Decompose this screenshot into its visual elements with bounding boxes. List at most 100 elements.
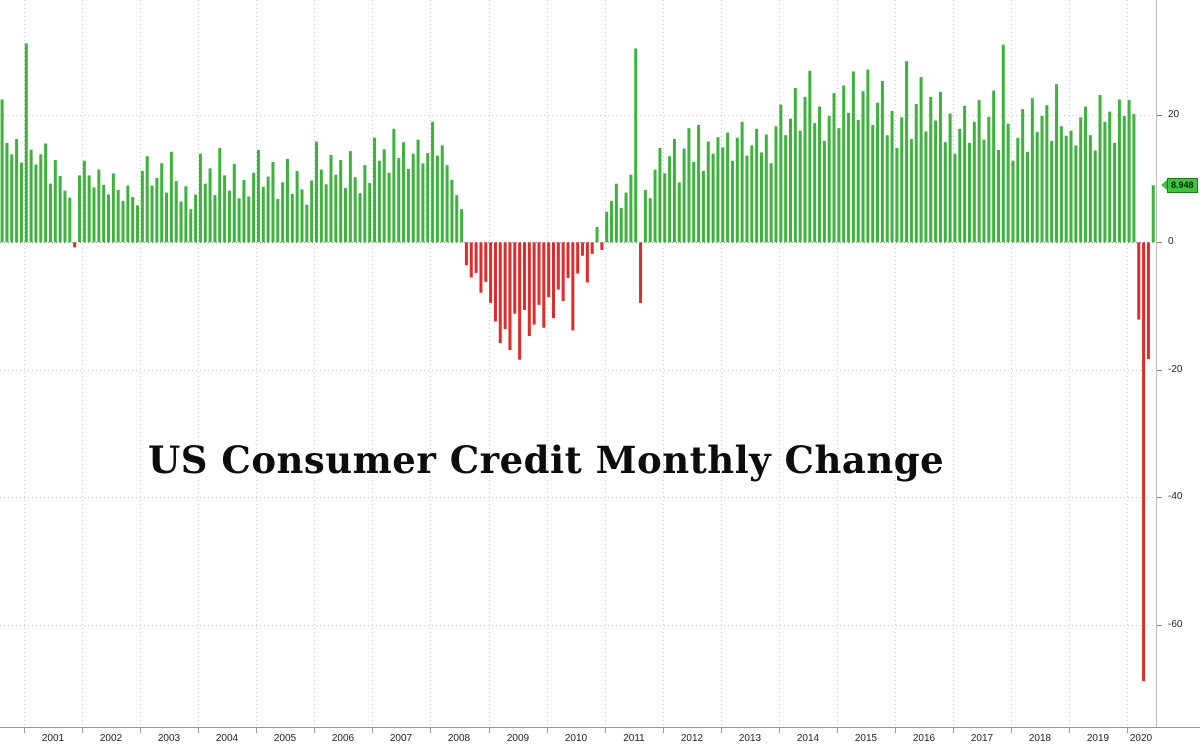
bar <box>1084 106 1088 243</box>
bar <box>827 116 831 243</box>
bar <box>87 175 91 243</box>
bar <box>1079 117 1083 243</box>
bar <box>484 242 488 282</box>
x-axis-year-label: 2019 <box>1086 733 1110 744</box>
bar <box>658 147 662 243</box>
bar <box>363 165 367 243</box>
bar <box>111 173 115 243</box>
bar <box>682 148 686 243</box>
bar <box>793 88 797 243</box>
bar <box>547 242 551 298</box>
y-tick-label: 0 <box>1168 236 1174 247</box>
bar <box>314 141 318 243</box>
bar <box>1055 84 1059 243</box>
bar <box>1146 242 1150 360</box>
x-axis-year-label: 2010 <box>564 733 588 744</box>
x-tick-mark <box>24 728 25 733</box>
bar <box>880 80 884 243</box>
bar <box>92 187 96 243</box>
bar <box>1132 114 1136 243</box>
bar <box>48 183 52 243</box>
bar <box>721 147 725 243</box>
y-tick-label: 20 <box>1168 109 1180 120</box>
bar <box>1064 135 1068 243</box>
bar <box>866 69 870 243</box>
bar <box>914 103 918 243</box>
y-tick-label: -40 <box>1168 491 1183 502</box>
bar <box>919 77 923 243</box>
bar <box>706 141 710 243</box>
bar <box>285 158 289 243</box>
y-tick-label: -60 <box>1168 619 1183 630</box>
bar <box>102 184 106 243</box>
bar <box>576 242 580 274</box>
bar <box>353 177 357 243</box>
bar <box>358 193 362 243</box>
bar <box>977 100 981 243</box>
bar <box>643 190 647 243</box>
bar <box>1026 151 1030 243</box>
bar <box>1093 150 1097 243</box>
bar <box>242 179 246 243</box>
bar <box>1040 116 1044 243</box>
bar <box>324 184 328 243</box>
x-tick-mark <box>489 728 490 733</box>
x-axis-year-label: 2002 <box>99 733 123 744</box>
bar <box>813 123 817 243</box>
bar <box>837 128 841 243</box>
bar <box>266 176 270 243</box>
bar <box>131 197 135 243</box>
bar <box>29 149 33 243</box>
x-axis: 2001 2002 2003 2004 2005 2006 2007 2008 2009 2010… <box>0 727 1200 748</box>
bar <box>136 205 140 243</box>
bar <box>169 151 173 243</box>
x-tick-mark <box>547 728 548 733</box>
bar <box>648 198 652 243</box>
bar <box>1074 145 1078 243</box>
bar <box>953 153 957 243</box>
bar <box>24 43 28 243</box>
bar <box>1035 132 1039 243</box>
bar <box>493 242 497 322</box>
bar <box>126 185 130 243</box>
bar <box>77 175 81 243</box>
x-tick-mark <box>314 728 315 733</box>
bar <box>851 71 855 243</box>
bar <box>948 113 952 243</box>
bar <box>382 149 386 243</box>
x-axis-year-label: 2006 <box>331 733 355 744</box>
bar <box>1059 126 1063 243</box>
x-axis-year-label: 2008 <box>447 733 471 744</box>
bar <box>1127 100 1131 243</box>
bar <box>972 121 976 243</box>
x-tick-mark <box>1069 728 1070 733</box>
bar <box>53 160 57 243</box>
bar <box>561 242 565 301</box>
bar <box>842 85 846 243</box>
bar <box>924 131 928 243</box>
bar <box>900 117 904 243</box>
x-axis-year-label: 2005 <box>273 733 297 744</box>
plot-area <box>0 0 1157 727</box>
bar <box>730 160 734 243</box>
bar <box>856 119 860 243</box>
bar <box>10 154 14 243</box>
bar <box>469 242 473 278</box>
bar <box>97 169 101 243</box>
x-axis-year-label: 2014 <box>796 733 820 744</box>
bar <box>861 91 865 243</box>
bar <box>295 170 299 243</box>
bar <box>605 211 609 243</box>
bar <box>992 90 996 243</box>
bar <box>663 173 667 243</box>
x-tick-mark <box>953 728 954 733</box>
last-value-badge: 8.948 <box>1161 177 1198 193</box>
bar <box>450 179 454 243</box>
bar <box>672 139 676 243</box>
x-tick-mark <box>605 728 606 733</box>
bar <box>445 165 449 243</box>
y-tick-mark <box>1157 115 1162 116</box>
x-axis-year-label: 2001 <box>41 733 65 744</box>
bar <box>803 96 807 243</box>
bar <box>455 195 459 243</box>
